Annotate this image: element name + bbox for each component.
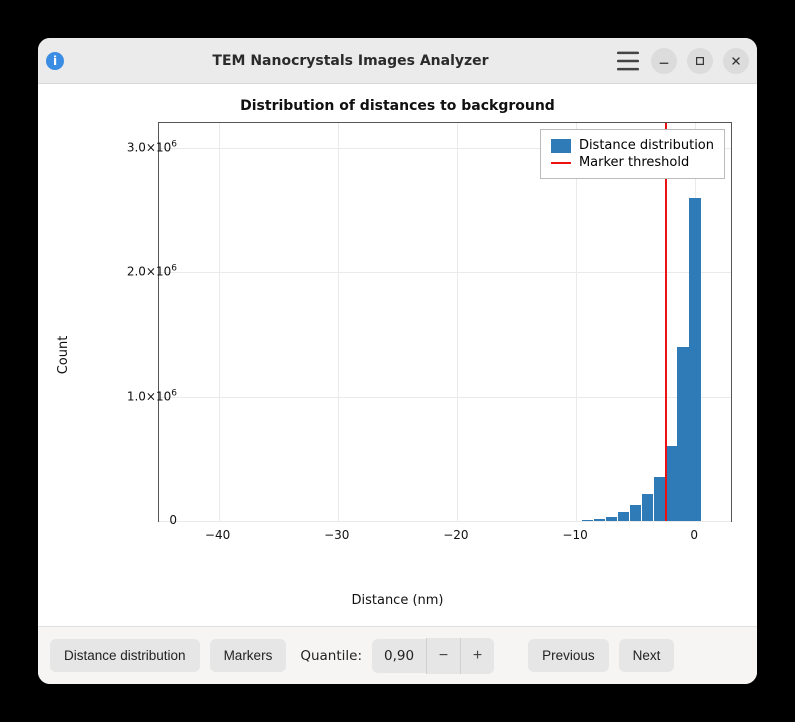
hamburger-menu-icon[interactable] <box>615 48 641 74</box>
histogram-bar <box>642 494 653 521</box>
x-axis-label: Distance (nm) <box>38 593 757 608</box>
histogram-bar <box>689 198 700 521</box>
histogram-bar <box>665 446 676 521</box>
quantile-increment-button[interactable]: + <box>460 638 494 674</box>
window-title: TEM Nanocrystals Images Analyzer <box>86 53 615 69</box>
legend: Distance distribution Marker threshold <box>540 129 725 179</box>
gridline-v <box>219 123 220 521</box>
x-tick-label: −40 <box>205 528 230 542</box>
x-tick-label: −10 <box>562 528 587 542</box>
legend-series-label: Distance distribution <box>579 138 714 153</box>
gridline-v <box>457 123 458 521</box>
y-axis-label: Count <box>56 336 71 375</box>
minimize-button[interactable] <box>651 48 677 74</box>
gridline-h <box>159 521 731 522</box>
gridline-v <box>338 123 339 521</box>
x-tick-label: 0 <box>690 528 698 542</box>
histogram-bar <box>618 512 629 521</box>
info-icon[interactable]: i <box>46 52 64 70</box>
gridline-h <box>159 397 731 398</box>
next-button[interactable]: Next <box>619 639 675 672</box>
markers-button[interactable]: Markers <box>210 639 287 672</box>
quantile-value[interactable]: 0,90 <box>372 639 426 673</box>
plot-region: Distance distribution Marker threshold <box>158 122 732 522</box>
app-window: i TEM Nanocrystals Images Analyzer Distr… <box>38 38 757 684</box>
x-tick-label: −20 <box>443 528 468 542</box>
y-tick-label: 2.0×106 <box>117 264 177 279</box>
legend-threshold-label: Marker threshold <box>579 155 689 170</box>
titlebar: i TEM Nanocrystals Images Analyzer <box>38 38 757 84</box>
gridline-h <box>159 272 731 273</box>
previous-button[interactable]: Previous <box>528 639 609 672</box>
histogram-bar <box>606 517 617 521</box>
bottom-toolbar: Distance distribution Markers Quantile: … <box>38 626 757 684</box>
quantile-stepper: 0,90 − + <box>372 638 494 674</box>
distance-distribution-button[interactable]: Distance distribution <box>50 639 200 672</box>
histogram-bar <box>582 520 593 521</box>
chart-title: Distribution of distances to background <box>38 98 757 114</box>
maximize-button[interactable] <box>687 48 713 74</box>
chart-area: Distribution of distances to background … <box>38 84 757 626</box>
marker-threshold-line <box>665 123 667 521</box>
gridline-v <box>576 123 577 521</box>
x-tick-label: −30 <box>324 528 349 542</box>
histogram-bar <box>677 347 688 521</box>
quantile-decrement-button[interactable]: − <box>426 638 460 674</box>
y-tick-label: 3.0×106 <box>117 139 177 154</box>
histogram-bar <box>630 505 641 521</box>
histogram-bar <box>654 477 665 521</box>
y-tick-label: 1.0×106 <box>117 388 177 403</box>
legend-swatch-series <box>551 139 571 153</box>
legend-swatch-threshold <box>551 162 571 164</box>
histogram-bar <box>594 519 605 521</box>
quantile-label: Quantile: <box>300 648 362 664</box>
close-button[interactable] <box>723 48 749 74</box>
y-tick-label: 0 <box>117 513 177 527</box>
